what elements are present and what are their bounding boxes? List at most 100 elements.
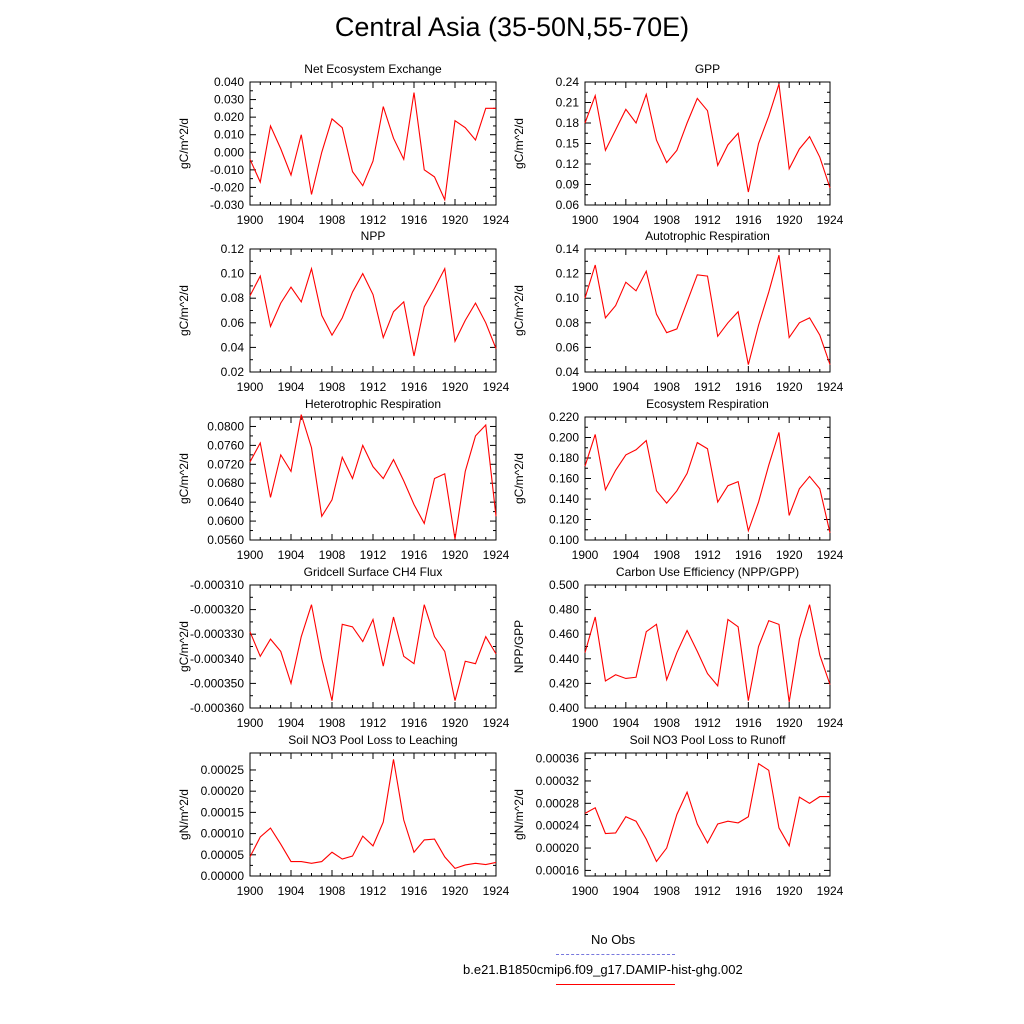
x-tick-label: 1912 — [694, 380, 721, 394]
chart-panel-4: Autotrophic Respiration gC/m^2/d 1900 1904 1… — [512, 229, 844, 394]
x-tick-label: 1904 — [612, 884, 639, 898]
x-tick-label: 1904 — [612, 548, 639, 562]
y-tick-label: 0.21 — [556, 96, 580, 110]
plot-frame — [249, 416, 497, 541]
y-tick-label: -0.000340 — [190, 652, 244, 666]
y-tick-label: -0.000310 — [190, 578, 244, 592]
plot-frame — [584, 248, 831, 373]
series-line — [249, 759, 497, 870]
y-tick-label: 0.440 — [549, 652, 579, 666]
x-tick-label: 1916 — [735, 548, 762, 562]
x-tick-label: 1904 — [278, 380, 305, 394]
x-tick-label: 1904 — [612, 213, 639, 227]
x-tick-label: 1904 — [612, 716, 639, 730]
x-tick-label: 1908 — [653, 213, 680, 227]
x-tick-label: 1904 — [278, 548, 305, 562]
x-tick-label: 1912 — [360, 548, 387, 562]
chart-title: Heterotrophic Respiration — [305, 397, 441, 411]
x-tick-label: 1916 — [401, 213, 428, 227]
x-tick-label: 1908 — [653, 884, 680, 898]
x-tick-label: 1920 — [442, 716, 469, 730]
series-line — [584, 762, 830, 863]
x-tick-label: 1900 — [572, 548, 599, 562]
y-tick-label: 0.04 — [221, 340, 245, 354]
x-tick-label: 1924 — [817, 213, 844, 227]
series-line — [584, 255, 831, 365]
chart-panel-2: GPP gC/m^2/d 1900 1904 1908 1912 1916 1920 1924 0… — [512, 62, 844, 227]
y-tick-label: 0.040 — [214, 75, 244, 89]
y-tick-label: 0.06 — [556, 340, 580, 354]
chart-panel-6: Ecosystem Respiration gC/m^2/d 1900 1904 190… — [512, 397, 844, 562]
y-tick-label: 0.02 — [221, 365, 245, 379]
series-line — [249, 414, 497, 540]
y-tick-label: 0.00016 — [536, 863, 580, 877]
plot-frame — [249, 752, 497, 877]
y-tick-label: 0.06 — [556, 198, 580, 212]
chart-title: Ecosystem Respiration — [646, 397, 769, 411]
x-tick-label: 1920 — [442, 884, 469, 898]
x-tick-label: 1920 — [442, 548, 469, 562]
x-tick-label: 1920 — [776, 884, 803, 898]
legend-line-obs — [556, 954, 675, 955]
y-tick-label: 0.00020 — [201, 784, 245, 798]
series-line — [584, 604, 831, 702]
y-tick-label: 0.00024 — [536, 819, 580, 833]
y-tick-label: 0.0800 — [207, 419, 244, 433]
x-tick-label: 1924 — [483, 884, 510, 898]
legend-label-obs: No Obs — [591, 932, 636, 947]
x-tick-label: 1916 — [735, 884, 762, 898]
y-tick-label: 0.460 — [549, 627, 579, 641]
x-tick-label: 1912 — [360, 716, 387, 730]
x-tick-label: 1904 — [278, 884, 305, 898]
x-tick-label: 1908 — [319, 548, 346, 562]
legend-line-model — [556, 984, 675, 985]
chart-panel-7: Gridcell Surface CH4 Flux gC/m^2/d 1900 190… — [177, 565, 510, 730]
y-tick-label: 0.120 — [549, 513, 579, 527]
y-tick-label: 0.100 — [549, 533, 579, 547]
x-tick-label: 1900 — [237, 213, 264, 227]
chart-panel-8: Carbon Use Efficiency (NPP/GPP) NPP/GPP 19… — [512, 565, 844, 730]
x-tick-label: 1908 — [653, 548, 680, 562]
chart-title: Carbon Use Efficiency (NPP/GPP) — [616, 565, 799, 579]
y-tick-label: 0.00005 — [201, 848, 245, 862]
y-tick-label: 0.200 — [549, 431, 579, 445]
x-tick-label: 1912 — [694, 548, 721, 562]
x-tick-label: 1920 — [776, 213, 803, 227]
chart-panel-9: Soil NO3 Pool Loss to Leaching gN/m^2/d 19… — [177, 733, 510, 898]
y-tick-label: -0.010 — [210, 163, 244, 177]
y-tick-label: 0.00000 — [201, 869, 245, 883]
series-line — [584, 432, 831, 533]
y-tick-label: 0.420 — [549, 676, 579, 690]
chart-panel-1: Net Ecosystem Exchange gC/m^2/d 1900 1904 19… — [177, 62, 510, 227]
x-tick-label: 1912 — [694, 884, 721, 898]
y-tick-label: 0.18 — [556, 116, 580, 130]
y-tick-label: 0.12 — [556, 157, 580, 171]
y-tick-label: 0.0720 — [207, 457, 244, 471]
chart-title: NPP — [361, 229, 386, 243]
y-tick-label: 0.480 — [549, 603, 579, 617]
x-tick-label: 1924 — [483, 380, 510, 394]
y-tick-label: 0.00036 — [536, 752, 580, 766]
series-line — [584, 83, 831, 193]
y-tick-label: 0.14 — [556, 242, 580, 256]
y-tick-label: 0.10 — [556, 291, 580, 305]
y-tick-label: -0.000350 — [190, 676, 244, 690]
chart-panel-5: Heterotrophic Respiration gC/m^2/d 1900 190… — [177, 397, 510, 562]
x-tick-label: 1900 — [237, 716, 264, 730]
x-tick-label: 1920 — [442, 213, 469, 227]
chart-panel-10: Soil NO3 Pool Loss to Runoff gN/m^2/d 1900… — [512, 733, 844, 898]
y-tick-label: 0.00020 — [536, 841, 580, 855]
x-tick-label: 1900 — [572, 213, 599, 227]
y-tick-label: 0.00028 — [536, 796, 580, 810]
y-tick-label: 0.000 — [214, 145, 244, 159]
page-title: Central Asia (35-50N,55-70E) — [334, 12, 690, 42]
series-line — [249, 604, 497, 701]
x-tick-label: 1908 — [319, 884, 346, 898]
y-axis-label: gC/m^2/d — [177, 285, 191, 336]
x-tick-label: 1904 — [278, 213, 305, 227]
y-tick-label: 0.04 — [556, 365, 580, 379]
y-tick-label: 0.180 — [549, 451, 579, 465]
y-axis-label: gC/m^2/d — [177, 621, 191, 672]
y-axis-label: gC/m^2/d — [512, 285, 526, 336]
